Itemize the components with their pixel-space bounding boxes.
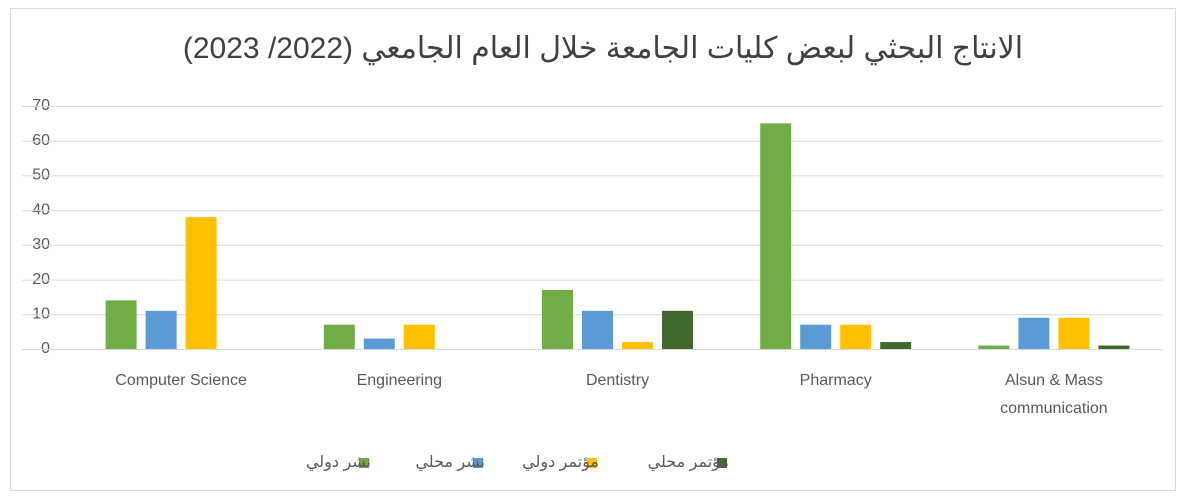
x-tick-label: Engineering: [357, 372, 442, 389]
bar: [662, 310, 693, 349]
x-tick-label: Pharmacy: [800, 372, 872, 389]
bar: [145, 310, 177, 349]
bar: [582, 310, 613, 349]
bar: [880, 342, 912, 349]
y-tick-label: 10: [32, 306, 50, 323]
x-tick-label: Alsun & Mass communication: [1000, 372, 1108, 417]
bar: [800, 324, 832, 349]
bar: [542, 289, 573, 349]
bar: [1098, 345, 1130, 349]
legend-label: نشر محلي: [415, 454, 485, 472]
bar: [323, 324, 355, 349]
chart-title: الانتاج البحثي لبعض كليات الجامعة خلال ا…: [183, 32, 1023, 66]
bar: [1058, 317, 1090, 349]
x-tick-label: Dentistry: [586, 372, 649, 389]
y-tick-label: 40: [32, 201, 50, 218]
y-tick-label: 60: [32, 132, 50, 149]
bar: [363, 338, 395, 349]
bar: [978, 345, 1010, 349]
x-tick-label: Computer Science: [115, 372, 247, 389]
bar: [185, 217, 217, 349]
legend-label: مؤتمر محلي: [648, 454, 729, 472]
y-tick-label: 50: [32, 167, 50, 184]
legend-swatch: [359, 458, 369, 468]
y-tick-label: 70: [32, 97, 50, 114]
legend-label: مؤتمر دولي: [522, 454, 599, 472]
legend-swatch: [587, 458, 597, 468]
bar: [1018, 317, 1050, 349]
bar: [403, 324, 435, 349]
legend-label: نشر دولي: [306, 454, 371, 472]
y-tick-label: 30: [32, 236, 50, 253]
bar: [760, 123, 792, 349]
legend-swatch: [717, 458, 727, 468]
chart-border: [10, 8, 1176, 491]
bar: [622, 342, 653, 349]
legend-swatch: [473, 458, 483, 468]
y-tick-label: 20: [32, 271, 50, 288]
y-tick-label: 0: [41, 340, 50, 357]
bar: [840, 324, 872, 349]
bar: [105, 300, 137, 349]
